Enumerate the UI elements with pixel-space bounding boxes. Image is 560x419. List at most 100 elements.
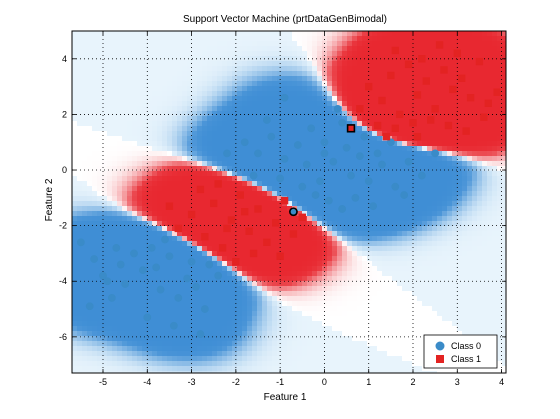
point-class-1: [493, 88, 501, 96]
point-class-0: [99, 271, 107, 280]
decision-surface: [72, 31, 506, 373]
point-class-0: [121, 280, 130, 288]
y-tick-label: 0: [62, 165, 67, 175]
point-class-0: [161, 235, 169, 244]
point-class-1: [422, 77, 430, 85]
x-tick-label: -1: [276, 377, 284, 387]
point-class-0: [130, 249, 138, 258]
point-class-0: [360, 132, 369, 141]
point-class-0: [355, 152, 364, 161]
point-class-0: [386, 138, 395, 147]
x-tick-label: 1: [366, 377, 371, 387]
point-class-0: [400, 191, 409, 199]
point-class-1: [387, 71, 395, 80]
point-class-0: [338, 118, 347, 127]
point-class-0: [289, 207, 298, 217]
point-class-1: [413, 132, 422, 141]
point-class-1: [223, 224, 231, 233]
point-class-1: [346, 124, 356, 133]
point-class-1: [187, 210, 196, 219]
point-class-0: [417, 171, 426, 180]
y-axis-ticks: -6 -4 -2 0 2 4: [59, 54, 506, 342]
point-class-1: [484, 99, 492, 107]
point-class-0: [107, 294, 116, 302]
point-class-1: [466, 94, 475, 102]
point-class-0: [311, 191, 320, 199]
point-class-0: [316, 177, 324, 186]
point-class-1: [453, 49, 461, 57]
point-class-1: [272, 219, 280, 227]
point-class-1: [227, 216, 236, 224]
legend-marker-class-0: [435, 341, 445, 351]
point-class-0: [174, 294, 183, 302]
chart-title: Support Vector Machine (prtDataGenBimoda…: [183, 14, 387, 25]
point-class-1: [396, 110, 404, 119]
point-class-0: [249, 171, 258, 180]
point-class-1: [373, 121, 382, 130]
point-class-1: [462, 127, 470, 135]
point-class-1: [431, 105, 439, 113]
point-class-0: [152, 263, 161, 272]
point-class-1: [480, 113, 488, 121]
x-tick-label: -3: [188, 377, 196, 387]
point-class-0: [431, 149, 440, 158]
point-class-0: [240, 138, 249, 147]
x-axis-ticks: -5 -4 -3 -2 -1 0 1 2 3 4: [99, 31, 504, 387]
point-class-0: [320, 138, 329, 147]
point-class-0: [254, 149, 262, 158]
x-tick-label: 0: [322, 377, 327, 387]
point-class-0: [298, 182, 307, 191]
point-class-0: [156, 285, 165, 294]
y-tick-label: -6: [59, 332, 67, 342]
point-class-1: [218, 244, 227, 252]
point-class-1: [449, 85, 457, 94]
point-class-1: [254, 205, 262, 213]
point-class-1: [210, 199, 218, 208]
point-class-0: [333, 104, 342, 113]
point-class-1: [263, 238, 271, 247]
point-class-1: [413, 91, 422, 99]
point-class-0: [351, 193, 360, 202]
point-class-0: [329, 157, 338, 166]
point-class-1: [289, 230, 298, 238]
point-class-1: [458, 74, 466, 82]
point-class-0: [85, 302, 94, 311]
point-class-1: [232, 258, 240, 266]
point-class-1: [201, 233, 209, 241]
point-class-1: [378, 96, 386, 105]
point-class-0: [280, 93, 289, 102]
point-class-0: [347, 171, 355, 180]
point-class-0: [369, 202, 378, 211]
point-class-1: [444, 121, 453, 130]
y-tick-label: 4: [62, 54, 67, 64]
point-class-0: [196, 330, 205, 338]
point-class-0: [90, 255, 99, 263]
point-class-0: [116, 260, 125, 269]
point-class-0: [214, 271, 223, 280]
point-class-1: [276, 252, 284, 260]
legend-marker-class-1: [436, 355, 444, 363]
point-class-0: [276, 174, 285, 183]
point-class-0: [103, 277, 112, 286]
point-class-0: [205, 260, 214, 269]
point-class-0: [391, 182, 400, 191]
point-class-1: [298, 213, 306, 221]
point-class-1: [391, 124, 399, 133]
point-class-0: [307, 124, 316, 133]
point-class-0: [324, 196, 333, 205]
point-class-1: [418, 55, 426, 63]
plot-frame: [71, 30, 507, 374]
x-tick-label: 2: [410, 377, 415, 387]
point-class-1: [475, 57, 484, 66]
point-class-1: [245, 227, 253, 235]
point-class-0: [404, 157, 413, 166]
legend: Class 0 Class 1: [423, 334, 498, 369]
x-tick-label: 4: [499, 377, 504, 387]
point-class-0: [200, 305, 209, 313]
point-class-1: [280, 196, 289, 205]
point-class-0: [320, 149, 329, 158]
point-class-1: [404, 60, 413, 69]
data-points: [76, 41, 501, 338]
legend-label-class-1: Class 1: [451, 354, 481, 364]
